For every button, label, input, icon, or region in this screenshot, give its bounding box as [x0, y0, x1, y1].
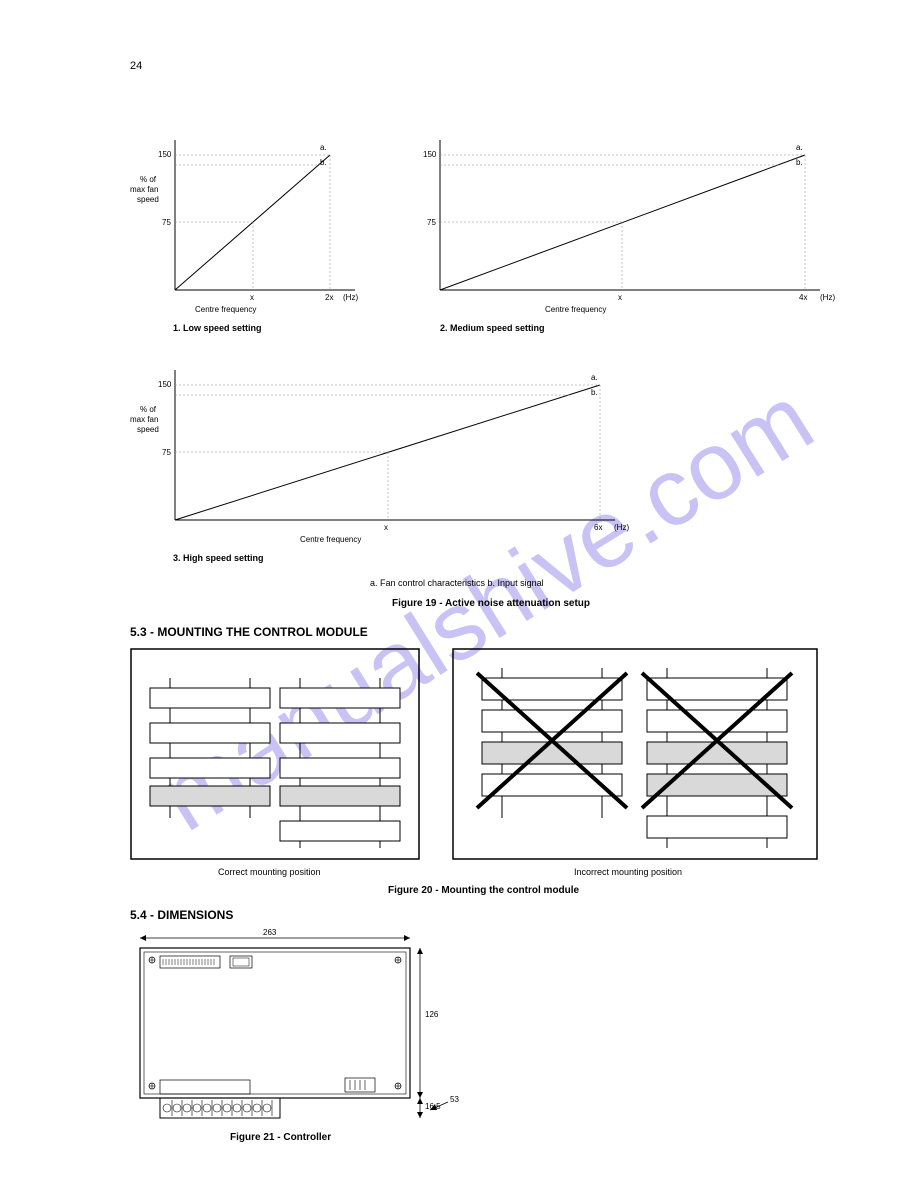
- mount-correct-label: Correct mounting position: [218, 867, 321, 877]
- chart2-b: b.: [796, 158, 803, 167]
- chart3-ylabel-mid: 75: [162, 448, 171, 457]
- chart3: [135, 360, 615, 550]
- chart3-yt3: speed: [137, 425, 159, 434]
- chart1-xunit: (Hz): [343, 293, 358, 302]
- chart3-yt1: % of: [140, 405, 156, 414]
- chart2-xunit: (Hz): [820, 293, 835, 302]
- chart1-yt1: % of: [140, 175, 156, 184]
- chart1-xtick1: x: [250, 293, 254, 302]
- chart1-yt3: speed: [137, 195, 159, 204]
- heading-mount: 5.3 - MOUNTING THE CONTROL MODULE: [130, 625, 368, 639]
- figure20-caption: Figure 20 - Mounting the control module: [388, 885, 579, 896]
- chart3-a: a.: [591, 373, 598, 382]
- chart2-title: 2. Medium speed setting: [440, 323, 545, 333]
- mount-incorrect-label: Incorrect mounting position: [574, 867, 682, 877]
- chart2-a: a.: [796, 143, 803, 152]
- chart3-xlabel: Centre frequency: [300, 535, 361, 544]
- chart3-xtick1: x: [384, 523, 388, 532]
- chart1-ylabel-mid: 75: [162, 218, 171, 227]
- chart3-yt2: max fan: [130, 415, 158, 424]
- chart2: [400, 130, 820, 320]
- chart3-xunit: (Hz): [614, 523, 629, 532]
- chart2-ylabel-mid: 75: [427, 218, 436, 227]
- chart1-title: 1. Low speed setting: [173, 323, 262, 333]
- chart1-ylabel-top: 150: [158, 150, 171, 159]
- page-number: 24: [130, 60, 142, 72]
- figure21-caption: Figure 21 - Controller: [230, 1132, 331, 1143]
- dim-height: 126: [425, 1010, 438, 1019]
- dim-conn-h: 16.5: [425, 1102, 441, 1111]
- legend-chart: a. Fan control characteristics b. Input …: [370, 578, 544, 588]
- chart1-yt2: max fan: [130, 185, 158, 194]
- chart1-b: b.: [320, 158, 327, 167]
- heading-dimensions: 5.4 - DIMENSIONS: [130, 908, 233, 922]
- chart1-xlabel: Centre frequency: [195, 305, 256, 314]
- chart3-xtick2: 6x: [594, 523, 602, 532]
- chart2-xtick1: x: [618, 293, 622, 302]
- mount-incorrect-diagram: [452, 648, 818, 860]
- chart1-xtick2: 2x: [325, 293, 333, 302]
- controller-dimensions-diagram: [130, 930, 450, 1150]
- chart2-xtick2: 4x: [799, 293, 807, 302]
- chart3-b: b.: [591, 388, 598, 397]
- figure19-caption: Figure 19 - Active noise attenuation set…: [392, 598, 590, 609]
- chart2-xlabel: Centre frequency: [545, 305, 606, 314]
- chart1-a: a.: [320, 143, 327, 152]
- chart3-ylabel-top: 150: [158, 380, 171, 389]
- dim-width: 263: [263, 928, 276, 937]
- dim-depth: 53: [450, 1095, 459, 1104]
- mount-correct-diagram: [130, 648, 420, 860]
- chart2-ylabel-top: 150: [423, 150, 436, 159]
- chart3-title: 3. High speed setting: [173, 553, 264, 563]
